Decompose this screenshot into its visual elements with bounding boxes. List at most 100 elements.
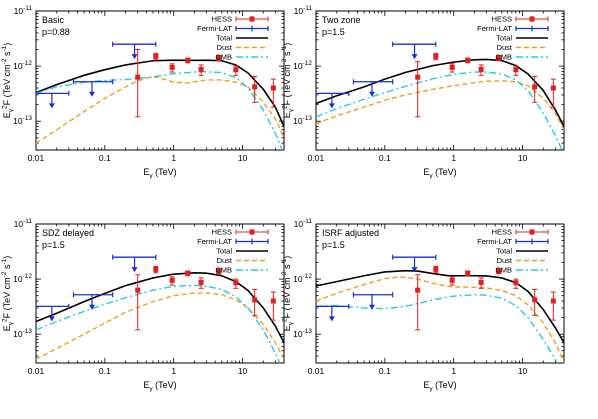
- panel-label: SDZ delayed: [42, 228, 94, 238]
- series-total-line: [316, 269, 564, 344]
- panel-param: p=0.88: [42, 27, 70, 37]
- hess-point: [513, 67, 519, 73]
- hess-point: [550, 85, 556, 91]
- x-tick-label: 10: [238, 153, 248, 163]
- legend-label: CMB: [495, 53, 512, 62]
- chart-panel-3: 0.01 0.1 1 10 10-13 10-12 10-11 Eγ (TeV) Eγ2F (T…: [1, 218, 285, 393]
- fermi-upper-limit-arrow: [411, 54, 418, 60]
- x-tick-label: 0.1: [99, 366, 111, 376]
- hess-point: [415, 74, 421, 80]
- y-tick-label: 10-12: [13, 273, 32, 284]
- hess-point: [185, 270, 191, 276]
- y-axis-label: Eγ2F (TeV cm-2 s-1): [281, 256, 295, 331]
- hess-point: [532, 84, 538, 90]
- x-tick-label: 0.1: [379, 366, 391, 376]
- hess-point: [216, 268, 222, 274]
- fermi-upper-limit-arrow: [328, 316, 335, 322]
- legend-label: HESS: [212, 15, 232, 24]
- hess-point: [415, 287, 421, 293]
- plot-area: [316, 41, 564, 150]
- legend-hess-marker: [529, 229, 535, 235]
- hess-point: [135, 287, 141, 293]
- fermi-upper-limit-arrow: [368, 91, 375, 97]
- x-tick-label: 10: [518, 366, 528, 376]
- x-tick-label: 1: [171, 366, 176, 376]
- fermi-upper-limit-arrow: [48, 103, 55, 109]
- y-tick-label: 10-13: [293, 328, 312, 339]
- y-tick-label: 10-13: [13, 115, 32, 126]
- x-tick-label: 10: [518, 153, 528, 163]
- hess-point: [135, 74, 141, 80]
- series-dust-line: [36, 75, 284, 144]
- hess-point: [496, 268, 502, 274]
- legend-label: HESS: [492, 228, 512, 237]
- chart-panel-1: 0.01 0.1 1 10 10-13 10-12 10-11 Eγ (TeV) Eγ2F (T…: [1, 5, 285, 180]
- fermi-upper-limit-arrow: [88, 304, 95, 310]
- y-tick-label: 10-11: [14, 5, 33, 16]
- y-axis-label: Eγ2F (TeV cm-2 s-1): [281, 43, 295, 118]
- legend-hess-marker: [529, 16, 535, 22]
- hess-point: [433, 53, 439, 59]
- series-cmb-line: [36, 284, 281, 363]
- legend-label: Fermi-LAT: [477, 237, 512, 246]
- x-axis-label: Eγ (TeV): [423, 380, 456, 393]
- fermi-upper-limit-arrow: [411, 267, 418, 273]
- hess-point: [185, 57, 191, 63]
- legend-label: Dust: [497, 256, 513, 265]
- chart-panel-2: 0.01 0.1 1 10 10-13 10-12 10-11 Eγ (TeV) Eγ2F (T…: [281, 5, 565, 180]
- hess-point: [233, 280, 239, 286]
- x-tick-label: 0.01: [28, 366, 45, 376]
- fermi-upper-limit-arrow: [131, 267, 138, 273]
- series-dust-line: [316, 276, 564, 363]
- hess-point: [252, 297, 258, 303]
- hess-point: [216, 55, 222, 61]
- x-tick-label: 0.01: [308, 366, 325, 376]
- x-axis-label: Eγ (TeV): [423, 167, 456, 180]
- fermi-upper-limit-arrow: [88, 91, 95, 97]
- panel-label: Two zone: [322, 15, 361, 25]
- plot-frame: [315, 223, 565, 364]
- y-axis-label: Eγ2F (TeV cm-2 s-1): [1, 43, 15, 118]
- panel-label: ISRF adjusted: [322, 228, 379, 238]
- x-tick-label: 0.1: [379, 153, 391, 163]
- hess-point: [169, 64, 175, 70]
- series-total-line: [316, 58, 564, 127]
- hess-point: [465, 57, 471, 63]
- hess-point: [496, 55, 502, 61]
- plot-frame: [315, 10, 565, 151]
- y-tick-label: 10-13: [293, 115, 312, 126]
- hess-point: [532, 297, 538, 303]
- hess-point: [449, 277, 455, 283]
- hess-point: [465, 270, 471, 276]
- hess-point: [433, 266, 439, 272]
- legend-label: HESS: [212, 228, 232, 237]
- y-tick-label: 10-12: [293, 273, 312, 284]
- legend-label: Total: [216, 34, 232, 43]
- legend-label: HESS: [492, 15, 512, 24]
- hess-point: [270, 298, 276, 304]
- x-tick-label: 1: [171, 153, 176, 163]
- legend-label: Fermi-LAT: [477, 24, 512, 33]
- y-axis-label: Eγ2F (TeV cm-2 s-1): [1, 256, 15, 331]
- x-tick-label: 0.01: [308, 153, 325, 163]
- hess-point: [270, 85, 276, 91]
- hess-point: [198, 66, 204, 72]
- plot-frame: [35, 10, 285, 151]
- hess-point: [513, 280, 519, 286]
- x-tick-label: 10: [238, 366, 248, 376]
- y-tick-label: 10-11: [294, 5, 313, 16]
- fermi-upper-limit-arrow: [131, 54, 138, 60]
- x-tick-label: 1: [451, 153, 456, 163]
- legend-label: CMB: [215, 266, 232, 275]
- fermi-upper-limit-arrow: [328, 103, 335, 109]
- series-total-line: [36, 272, 284, 344]
- series-dust-line: [36, 292, 284, 360]
- hess-point: [153, 266, 159, 272]
- x-axis-label: Eγ (TeV): [143, 380, 176, 393]
- plot-area: [316, 254, 564, 363]
- legend-label: Total: [496, 34, 512, 43]
- y-tick-label: 10-13: [13, 328, 32, 339]
- plot-frame: [35, 223, 285, 364]
- y-tick-label: 10-12: [293, 60, 312, 71]
- plot-area: [36, 254, 284, 363]
